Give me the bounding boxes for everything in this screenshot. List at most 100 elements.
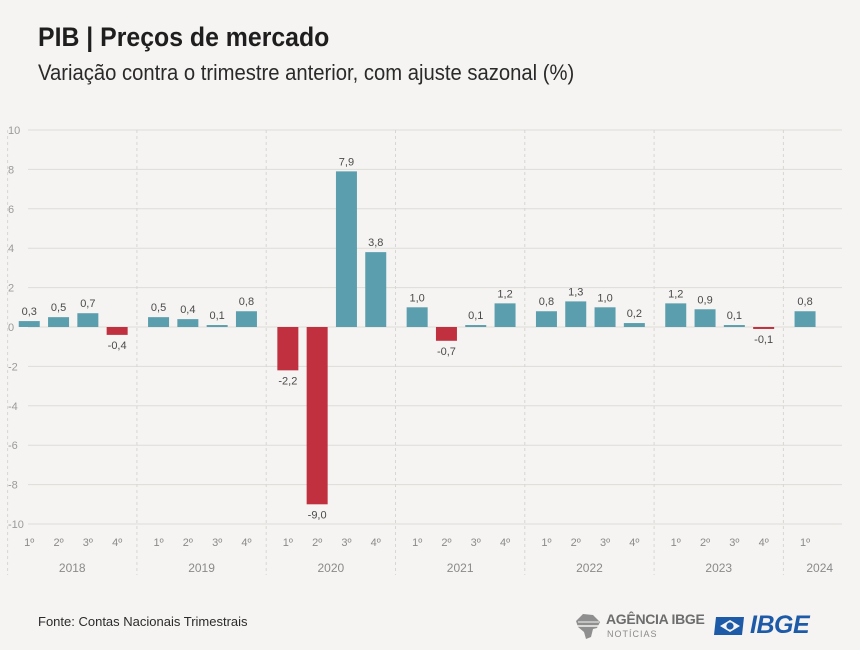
data-label: 0,1 [727, 310, 742, 322]
chart-title: PIB | Preços de mercado [38, 22, 330, 52]
data-label: 1,3 [568, 286, 583, 298]
quarter-label: 1º [541, 537, 551, 549]
quarter-label: 3º [341, 537, 351, 549]
data-label: 0,9 [697, 294, 712, 306]
bar [723, 325, 745, 327]
quarter-label: 2º [183, 537, 193, 549]
quarter-label: 3º [600, 537, 610, 549]
chart-subtitle: Variação contra o trimestre anterior, co… [38, 60, 575, 85]
quarter-label: 2º [571, 537, 581, 549]
quarter-label: 3º [83, 537, 93, 549]
year-label: 2018 [59, 561, 86, 575]
data-label: 0,1 [468, 310, 483, 322]
quarter-label: 4º [629, 537, 639, 549]
data-label: 0,5 [51, 302, 66, 314]
data-label: -9,0 [308, 509, 327, 521]
ibge-name: IBGE [750, 611, 810, 639]
bar [106, 327, 128, 335]
bar [565, 301, 587, 327]
data-label: 1,0 [597, 292, 612, 304]
bar-chart: 10 8 6 4 2 0 -2 -4 -6 -8 -10 0,3 1º 0,5 2º 0,7 3º -0,4 4º 2… [7, 125, 842, 575]
agencia-ibge-logo: AGÊNCIA IBGE NOTÍCIAS [574, 610, 705, 644]
quarter-label: 1º [283, 537, 293, 549]
year-label: 2022 [576, 561, 603, 575]
agencia-sub: NOTÍCIAS [607, 629, 658, 639]
bar [435, 327, 457, 341]
data-label: 0,4 [180, 304, 195, 316]
bar [206, 325, 228, 327]
quarter-label: 3º [212, 537, 222, 549]
bar [48, 317, 70, 327]
data-label: 0,1 [210, 310, 225, 322]
quarter-label: 4º [112, 537, 122, 549]
year-label: 2024 [806, 561, 833, 575]
data-label: 0,2 [627, 308, 642, 320]
y-tick-label: -4 [8, 401, 18, 413]
data-label: 7,9 [339, 156, 354, 168]
data-label: -0,1 [754, 334, 773, 346]
data-label: 0,8 [797, 296, 812, 308]
data-label: 1,2 [497, 288, 512, 300]
bar [77, 313, 99, 327]
year-label: 2019 [188, 561, 215, 575]
bar [148, 317, 170, 327]
bar [406, 307, 428, 327]
quarter-label: 1º [153, 537, 163, 549]
bar [235, 311, 257, 327]
data-label: 3,8 [368, 237, 383, 249]
quarter-label: 1º [412, 537, 422, 549]
quarter-label: 1º [671, 537, 681, 549]
year-label: 2021 [447, 561, 474, 575]
ibge-logo: IBGE [712, 611, 824, 639]
bar [177, 319, 199, 327]
bar [623, 323, 645, 327]
bar [694, 309, 716, 327]
bar [535, 311, 557, 327]
quarter-label: 3º [729, 537, 739, 549]
data-label: 1,0 [410, 292, 425, 304]
bar [18, 321, 40, 327]
bar [794, 311, 816, 327]
bar [335, 171, 357, 327]
data-label: 0,3 [22, 306, 37, 318]
y-tick-label: 0 [8, 322, 14, 334]
bar [365, 252, 387, 327]
quarter-label: 2º [441, 537, 451, 549]
data-label: 1,2 [668, 288, 683, 300]
data-label: 0,7 [80, 298, 95, 310]
data-label: -0,7 [437, 346, 456, 358]
bar [753, 327, 775, 329]
data-label: 0,8 [539, 296, 554, 308]
quarter-label: 4º [500, 537, 510, 549]
bar [594, 307, 616, 327]
quarter-label: 4º [759, 537, 769, 549]
brazil-map-icon [714, 617, 744, 635]
y-tick-label: -2 [8, 361, 18, 373]
data-label: -0,4 [108, 340, 127, 352]
y-tick-label: 4 [8, 243, 14, 255]
quarter-label: 2º [700, 537, 710, 549]
y-tick-label: -10 [8, 519, 24, 531]
year-label: 2023 [705, 561, 732, 575]
data-label: 0,5 [151, 302, 166, 314]
quarter-label: 2º [53, 537, 63, 549]
y-tick-label: -6 [8, 440, 18, 452]
bar [465, 325, 487, 327]
quarter-label: 4º [371, 537, 381, 549]
y-tick-label: 8 [8, 164, 14, 176]
y-tick-label: 2 [8, 283, 14, 295]
agencia-name: AGÊNCIA IBGE [606, 611, 705, 627]
data-label: -2,2 [278, 375, 297, 387]
year-label: 2020 [317, 561, 344, 575]
agencia-map-icon [576, 614, 601, 639]
bar [306, 327, 328, 505]
bar [494, 303, 516, 327]
data-label: 0,8 [239, 296, 254, 308]
quarter-label: 3º [471, 537, 481, 549]
quarter-label: 1º [800, 537, 810, 549]
bar [277, 327, 299, 371]
bar [665, 303, 687, 327]
quarter-label: 4º [241, 537, 251, 549]
quarter-label: 1º [24, 537, 34, 549]
y-tick-label: 10 [8, 125, 20, 137]
